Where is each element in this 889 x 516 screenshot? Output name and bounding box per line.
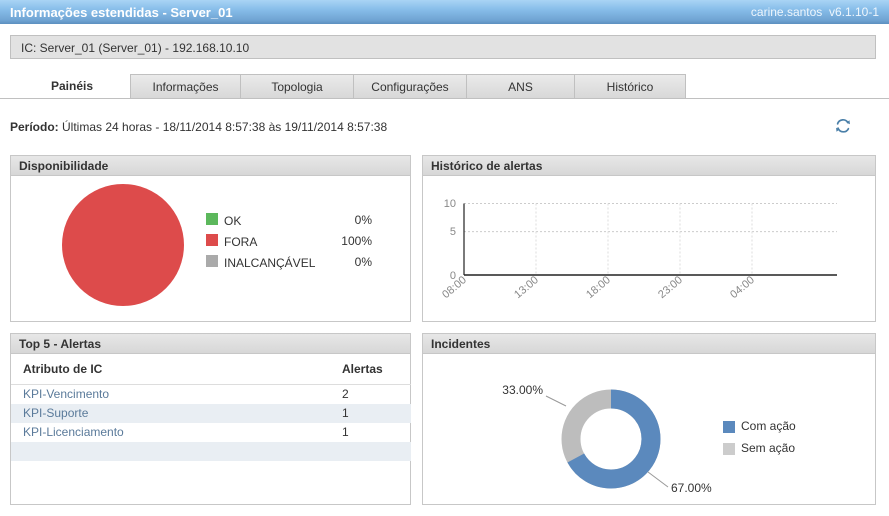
svg-text:23:00: 23:00	[656, 274, 685, 301]
svg-text:18:00: 18:00	[584, 274, 613, 301]
svg-text:10: 10	[444, 198, 456, 210]
svg-text:5: 5	[450, 226, 456, 238]
svg-text:33.00%: 33.00%	[502, 383, 543, 397]
svg-text:13:00: 13:00	[512, 274, 541, 301]
svg-text:67.00%: 67.00%	[671, 481, 712, 495]
svg-text:04:00: 04:00	[728, 274, 757, 301]
